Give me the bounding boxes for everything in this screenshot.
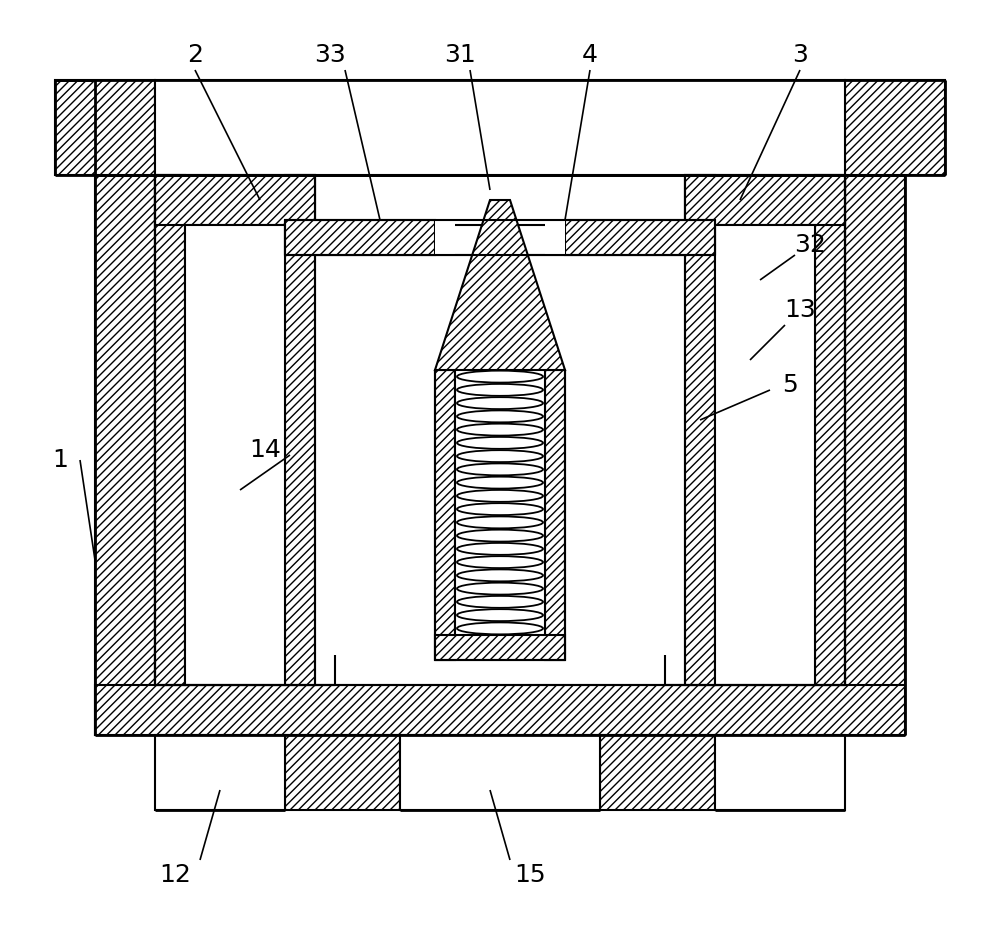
Polygon shape [435,200,565,370]
Bar [845,175,905,735]
Text: 33: 33 [314,43,346,67]
Bar [95,685,905,735]
Ellipse shape [457,503,543,515]
Ellipse shape [457,490,543,502]
Bar [685,175,715,685]
Ellipse shape [457,530,543,542]
Bar [545,370,565,660]
Bar [315,225,685,255]
Bar [155,175,185,685]
Ellipse shape [457,424,543,435]
Ellipse shape [457,437,543,448]
Text: 1: 1 [52,448,68,472]
Ellipse shape [457,596,543,608]
Bar [55,80,155,175]
Bar [285,175,315,685]
Bar [155,735,285,810]
Bar [435,370,455,660]
Bar [600,735,715,810]
Ellipse shape [457,516,543,529]
Ellipse shape [457,582,543,595]
Ellipse shape [457,464,543,476]
Bar [565,220,715,255]
Bar [185,225,285,685]
Text: 5: 5 [782,373,798,397]
Text: 3: 3 [792,43,808,67]
Bar [435,635,565,660]
Ellipse shape [457,411,543,422]
Text: 15: 15 [514,863,546,887]
Ellipse shape [457,609,543,621]
Bar [815,175,845,685]
Bar [715,735,845,810]
Ellipse shape [457,397,543,409]
Text: 4: 4 [582,43,598,67]
Ellipse shape [457,556,543,568]
Bar [155,80,845,175]
Text: 32: 32 [794,233,826,257]
Bar [95,175,155,735]
Bar [685,175,845,225]
Bar [715,225,815,685]
Text: 13: 13 [784,298,816,322]
Bar [155,175,845,685]
Bar [285,220,435,255]
Text: 14: 14 [249,438,281,462]
Bar [400,735,600,810]
Text: 12: 12 [159,863,191,887]
Bar [845,80,945,175]
Bar [435,220,455,255]
Ellipse shape [457,543,543,555]
Ellipse shape [457,384,543,396]
Ellipse shape [457,477,543,489]
Text: 2: 2 [187,43,203,67]
Bar [155,175,315,225]
Bar [455,370,545,635]
Ellipse shape [457,450,543,462]
Ellipse shape [457,569,543,582]
Bar [285,735,400,810]
Ellipse shape [457,622,543,634]
Bar [545,220,565,255]
Text: 31: 31 [444,43,476,67]
Ellipse shape [457,371,543,382]
